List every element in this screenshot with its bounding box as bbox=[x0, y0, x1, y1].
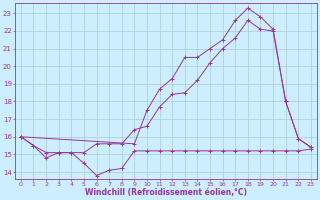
X-axis label: Windchill (Refroidissement éolien,°C): Windchill (Refroidissement éolien,°C) bbox=[85, 188, 247, 197]
